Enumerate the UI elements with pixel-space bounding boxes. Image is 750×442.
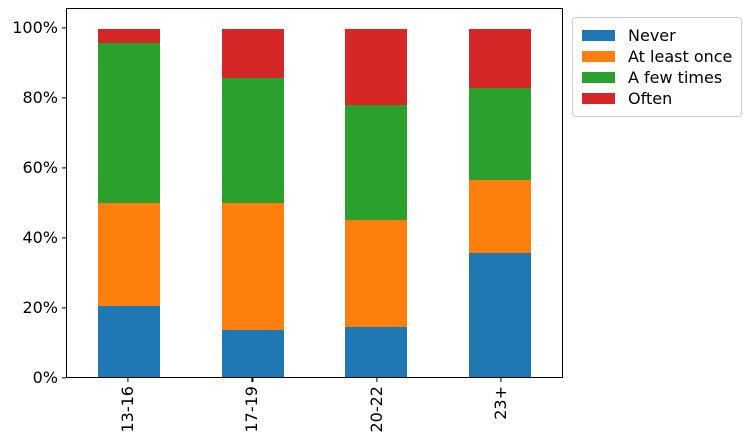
legend-item-label: A few times (628, 67, 723, 87)
legend-item-often: Often (582, 88, 732, 109)
y-tick-label: 0% (32, 368, 58, 387)
bar-23 (469, 28, 532, 377)
x-tick-label-23: 23+ (490, 386, 510, 420)
x-tick-mark (251, 378, 253, 382)
x-tick-label-13-16: 13-16 (118, 386, 138, 433)
legend-item-never: Never (582, 25, 732, 46)
y-tick-mark (62, 307, 66, 309)
x-tick-mark (500, 378, 502, 382)
y-tick-label: 40% (22, 227, 58, 247)
x-tick-label-17-19: 17-19 (242, 386, 262, 433)
legend-item-a-few-times: A few times (582, 67, 732, 88)
bar-segment-never (345, 326, 408, 377)
bar-segment-a-few-times (469, 88, 532, 181)
y-tick-mark (62, 167, 66, 169)
bar-segment-at-least-once (469, 180, 532, 254)
bar-17-19 (221, 28, 284, 377)
legend-item-at-least-once: At least once (582, 46, 732, 67)
bar-segment-at-least-once (345, 220, 408, 327)
y-tick-mark (62, 377, 66, 379)
bar-segment-often (221, 28, 284, 78)
bar-segment-often (345, 28, 408, 106)
bar-segment-never (469, 253, 532, 377)
legend-item-label: Often (628, 88, 673, 108)
plot-area (66, 8, 563, 378)
x-tick-label-20-22: 20-22 (366, 386, 386, 433)
y-tick-label: 100% (12, 17, 58, 37)
bar-segment-at-least-once (221, 202, 284, 330)
legend-swatch-often-icon (582, 93, 615, 104)
bar-segment-often (97, 28, 160, 43)
y-tick-label: 60% (22, 157, 58, 177)
y-tick-mark (62, 237, 66, 239)
legend-swatch-never-icon (582, 30, 615, 41)
x-tick-mark (127, 378, 129, 382)
legend-swatch-a-few-times-icon (582, 72, 615, 83)
y-tick-mark (62, 27, 66, 29)
legend-swatch-at-least-once-icon (582, 51, 615, 62)
bar-13-16 (97, 28, 160, 377)
bar-segment-never (221, 330, 284, 377)
legend-item-label: Never (628, 25, 676, 45)
y-tick-label: 20% (22, 297, 58, 317)
bar-segment-a-few-times (345, 105, 408, 221)
bar-segment-often (469, 28, 532, 89)
legend: Never At least once A few times Often (572, 17, 742, 117)
bar-segment-at-least-once (97, 202, 160, 306)
y-tick-mark (62, 97, 66, 99)
y-tick-label: 80% (22, 87, 58, 107)
bar-segment-never (97, 305, 160, 377)
y-axis: 0% 20% 40% 60% 80% 100% (0, 8, 66, 386)
bar-segment-a-few-times (97, 42, 160, 203)
bar-20-22 (345, 28, 408, 377)
bars-container (67, 28, 562, 377)
legend-item-label: At least once (628, 46, 733, 66)
x-axis: 13-16 17-19 20-22 23+ (66, 378, 563, 442)
x-tick-mark (376, 378, 378, 382)
bar-segment-a-few-times (221, 77, 284, 203)
